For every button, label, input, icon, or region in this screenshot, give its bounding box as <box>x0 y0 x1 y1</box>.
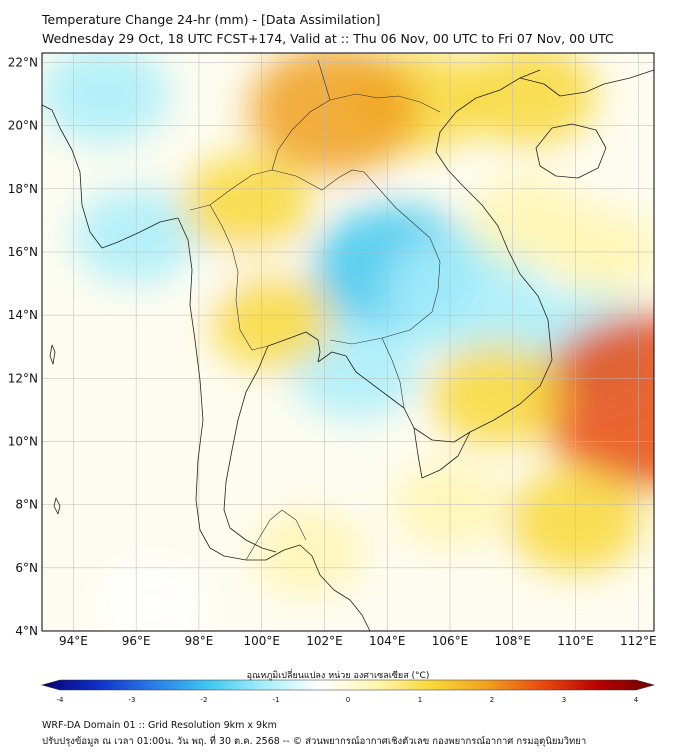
latitude-label: 22°N <box>8 55 38 69</box>
field-blob <box>429 342 565 447</box>
footer-model-info: WRF-DA Domain 01 :: Grid Resolution 9km … <box>42 720 277 731</box>
latitude-label: 10°N <box>8 434 38 448</box>
longitude-label: 100°E <box>243 634 280 648</box>
field-blob <box>252 508 365 596</box>
longitude-label: 106°E <box>432 634 469 648</box>
colorbar-tick-label: 3 <box>562 696 566 704</box>
longitude-labels: 94°E 96°E 98°E 100°E 102°E 104°E 106°E 108°E 110… <box>59 634 657 648</box>
latitude-label: 4°N <box>15 624 38 638</box>
colorbar-tick-label: 0 <box>346 696 350 704</box>
field-blob <box>92 560 211 631</box>
colorbar: -4 -3 -2 -1 0 1 2 3 4 <box>40 679 656 704</box>
colorbar-tick-label: -1 <box>273 696 280 704</box>
plot-frame <box>41 52 655 632</box>
temperature-field <box>42 53 654 631</box>
colorbar-tick-label: 4 <box>634 696 639 704</box>
graticule <box>42 53 654 631</box>
field-blob <box>386 232 545 354</box>
colorbar-tick-label: -4 <box>57 696 65 704</box>
latitude-label: 12°N <box>8 371 38 385</box>
longitude-label: 112°E <box>620 634 657 648</box>
colorbar-tick-label: -3 <box>129 696 136 704</box>
longitude-label: 96°E <box>122 634 151 648</box>
field-blob <box>209 273 333 370</box>
colorbar-bar <box>40 679 656 691</box>
latitude-label: 14°N <box>8 308 38 322</box>
field-blob <box>181 154 311 255</box>
longitude-label: 98°E <box>184 634 213 648</box>
latitude-label: 8°N <box>15 498 38 512</box>
field-blob <box>249 53 419 176</box>
footer-update-info: ปรับปรุงข้อมูล ณ เวลา 01:00น. วัน พฤ. ที… <box>42 736 587 747</box>
map-subtitle: Wednesday 29 Oct, 18 UTC FCST+174, Valid… <box>42 31 614 46</box>
plot-area <box>42 53 654 631</box>
longitude-label: 110°E <box>557 634 594 648</box>
latitude-label: 16°N <box>8 245 38 259</box>
longitude-label: 102°E <box>306 634 343 648</box>
coastlines <box>42 69 654 631</box>
colorbar-tick-label: -2 <box>201 696 208 704</box>
colorbar-tick-label: 1 <box>418 696 422 704</box>
latitude-label: 6°N <box>15 561 38 575</box>
longitude-label: 108°E <box>495 634 532 648</box>
colorbar-ticks: -4 -3 -2 -1 0 1 2 3 4 <box>57 696 639 704</box>
longitude-label: 94°E <box>59 634 88 648</box>
field-blob <box>42 53 170 144</box>
latitude-label: 18°N <box>8 182 38 196</box>
country-borders <box>189 59 441 561</box>
map-title: Temperature Change 24-hr (mm) - [Data As… <box>42 12 381 27</box>
longitude-label: 104°E <box>369 634 406 648</box>
colorbar-tick-label: 2 <box>490 696 494 704</box>
field-blob <box>460 53 597 147</box>
latitude-label: 20°N <box>8 119 38 133</box>
field-blob <box>537 313 654 488</box>
colorbar-title: อุณหภูมิเปลี่ยนแปลง หน่วย องศาเซลเซียส (… <box>246 671 430 681</box>
latitude-labels: 22°N 20°N 18°N 16°N 14°N 12°N 10°N 8°N 6°N 4°N <box>8 55 38 638</box>
